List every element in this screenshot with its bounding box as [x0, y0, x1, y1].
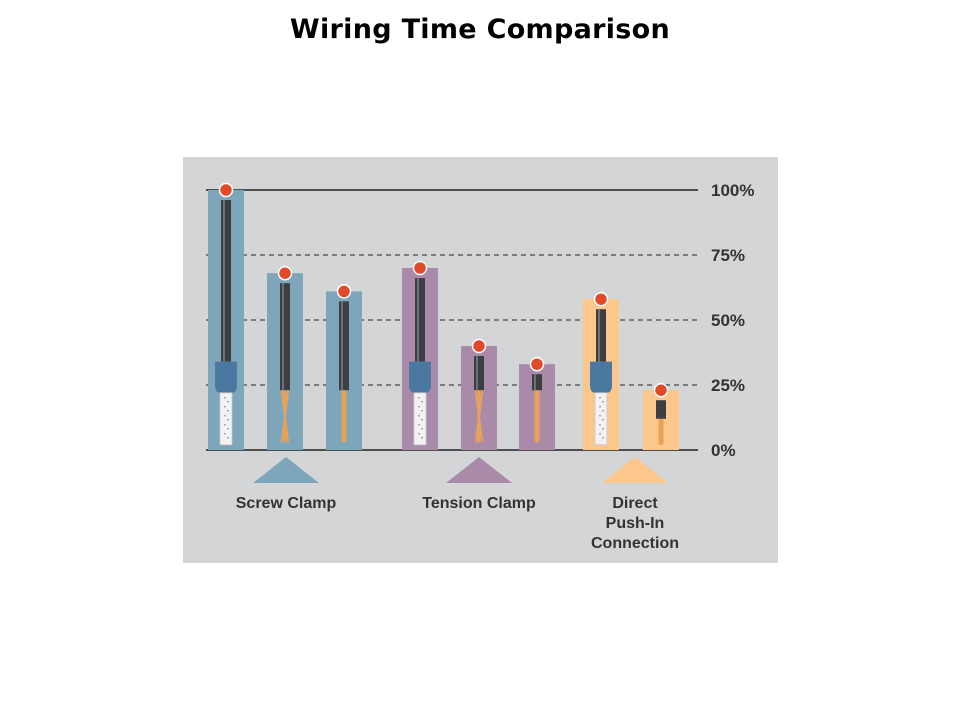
solid-conductor [658, 418, 664, 445]
ferrule-crimp-dot [418, 432, 420, 435]
y-tick-label: 50% [711, 311, 745, 330]
group-label: Screw Clamp [236, 495, 337, 512]
wire-insulation [656, 400, 666, 419]
solid-conductor [341, 390, 347, 443]
y-axis-ticks: 0% 25% 50% 75% 100% [711, 181, 754, 460]
ferrule-crimp-dot [599, 423, 601, 426]
ferrule-crimp-dot [602, 418, 604, 421]
value-marker [336, 284, 352, 299]
value-marker [218, 182, 234, 198]
y-tick-label: 75% [711, 246, 745, 265]
bar-group [208, 182, 362, 450]
wire-insulation [415, 278, 425, 362]
ferrule-crimp-dot [224, 432, 226, 435]
group-marker-triangle [602, 457, 668, 483]
bars [208, 182, 679, 450]
group-marker-triangle [446, 457, 512, 483]
bar-group [583, 291, 679, 450]
wire-insulation [474, 356, 484, 391]
wire-insulation [596, 309, 606, 362]
ferrule-crimp-dot [418, 423, 420, 426]
wire-insulation [280, 283, 290, 391]
ferrule-crimp-dot [421, 400, 423, 403]
wire-insulation [532, 374, 542, 391]
value-marker [412, 260, 428, 276]
wire-insulation [221, 200, 231, 362]
ferrule-crimp-dot [224, 414, 226, 417]
ferrule-crimp-dot [224, 396, 226, 399]
wire-insulation [339, 301, 349, 391]
ferrule-crimp-dot [421, 436, 423, 439]
group-label: Direct [612, 495, 658, 512]
ferrule-sleeve [594, 392, 608, 446]
wire-highlight [417, 278, 419, 362]
ferrule-crimp-dot [224, 405, 226, 408]
wiring-time-chart: 0% 25% 50% 75% 100% Screw Clamp Tension Clamp… [183, 157, 778, 563]
value-marker [653, 382, 669, 398]
value-marker [529, 356, 545, 372]
y-tick-label: 100% [711, 181, 754, 200]
wire-highlight [223, 200, 225, 362]
ferrule-crimp-dot [418, 414, 420, 417]
group-marker-triangle [253, 457, 319, 483]
ferrule-crimp-dot [421, 409, 423, 412]
wire-highlight [534, 374, 536, 391]
ferrule-crimp-dot [602, 427, 604, 430]
ferrule-collar [215, 361, 237, 393]
stranded-conductor [474, 390, 484, 443]
ferrule-collar [409, 361, 431, 393]
wire-highlight [341, 301, 343, 391]
ferrule-crimp-dot [418, 405, 420, 408]
wire-highlight [598, 309, 600, 362]
ferrule-crimp-dot [599, 396, 601, 399]
y-tick-label: 0% [711, 441, 736, 460]
solid-conductor [534, 390, 540, 443]
ferrule-crimp-dot [421, 427, 423, 430]
group-labels: Screw Clamp Tension Clamp Direct Push-In Con… [236, 457, 679, 552]
ferrule-collar [590, 361, 612, 393]
chart-panel: 0% 25% 50% 75% 100% Screw Clamp Tension Clamp… [183, 157, 778, 563]
value-marker [471, 338, 487, 354]
ferrule-crimp-dot [599, 405, 601, 408]
wire-highlight [282, 283, 284, 391]
ferrule-crimp-dot [602, 400, 604, 403]
stranded-conductor [280, 390, 290, 443]
group-label: Push-In [606, 515, 665, 532]
ferrule-sleeve [413, 392, 427, 446]
ferrule-crimp-dot [602, 409, 604, 412]
ferrule-sleeve [219, 392, 233, 446]
ferrule-crimp-dot [224, 423, 226, 426]
ferrule-crimp-dot [227, 418, 229, 421]
value-marker [277, 265, 293, 281]
y-tick-label: 25% [711, 376, 745, 395]
ferrule-crimp-dot [602, 436, 604, 439]
ferrule-crimp-dot [227, 427, 229, 430]
ferrule-crimp-dot [227, 409, 229, 412]
ferrule-crimp-dot [599, 432, 601, 435]
ferrule-crimp-dot [418, 396, 420, 399]
ferrule-crimp-dot [227, 436, 229, 439]
wire-highlight [476, 356, 478, 391]
group-label: Connection [591, 535, 679, 552]
value-marker [593, 291, 609, 307]
group-label: Tension Clamp [422, 495, 536, 512]
bar-group [402, 260, 555, 450]
ferrule-crimp-dot [599, 414, 601, 417]
slide-title: Wiring Time Comparison [289, 14, 671, 45]
ferrule-crimp-dot [421, 418, 423, 421]
ferrule-crimp-dot [227, 400, 229, 403]
